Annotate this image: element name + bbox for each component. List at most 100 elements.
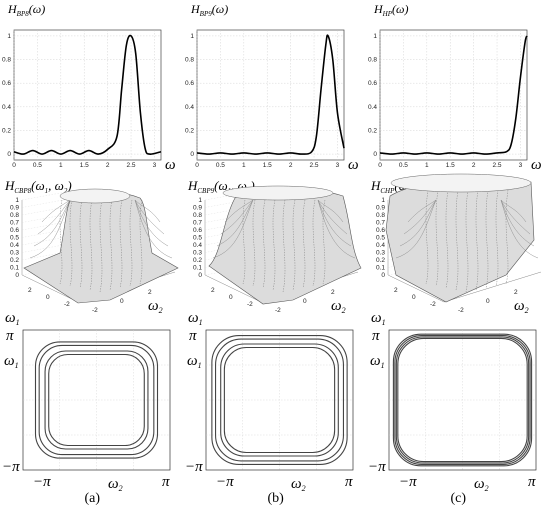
surface-z-tick: 0 bbox=[15, 272, 19, 279]
title-argument: (ω) bbox=[212, 2, 228, 16]
contour-ring bbox=[211, 335, 348, 465]
omega2-subscript: 2 bbox=[342, 306, 346, 315]
panel-label: (c) bbox=[451, 491, 467, 506]
surface-contour-line bbox=[407, 199, 437, 223]
omega2-symbol: ω bbox=[514, 298, 525, 314]
surface-contour-line bbox=[129, 199, 133, 287]
surface-z-tick: 0.3 bbox=[10, 250, 19, 257]
title-argument: (ω) bbox=[29, 2, 45, 16]
contour-ring bbox=[38, 344, 155, 456]
pi-x-label: π bbox=[162, 474, 170, 490]
surface-contour-line bbox=[134, 199, 161, 223]
x-tick-label: 2.5 bbox=[127, 162, 136, 169]
minus-pi-x-label: −π bbox=[216, 474, 234, 490]
y-tick-label: 0.2 bbox=[368, 127, 377, 134]
surface-w2-tick: 2 bbox=[148, 289, 152, 296]
surface-w1-tick: 0 bbox=[229, 294, 233, 301]
surface-contour-line bbox=[317, 199, 344, 223]
contour-ring bbox=[34, 341, 159, 459]
title-main: H bbox=[7, 2, 18, 16]
surface-w2-tick: 0 bbox=[303, 298, 307, 305]
surface-w1-tick: 0 bbox=[412, 294, 416, 301]
surface-omega1-label: ω1 bbox=[188, 310, 203, 327]
surface-w1-tick: -2 bbox=[247, 301, 253, 308]
y-tick-label: 0.6 bbox=[185, 80, 194, 87]
omega2-subscript: 2 bbox=[485, 484, 489, 493]
surface-title: HCBP8(ω1, ω2) bbox=[4, 178, 72, 195]
surface-z-tick: 0.8 bbox=[10, 212, 19, 219]
y-tick-label: 0.4 bbox=[368, 104, 377, 111]
omega1-symbol: ω bbox=[188, 310, 199, 326]
surface-contour-line bbox=[302, 199, 306, 289]
contour-omega1-label: ω1 bbox=[4, 353, 19, 370]
surface-grid-line bbox=[21, 189, 78, 201]
omega-axis-label: ω bbox=[531, 157, 542, 173]
surface-title-arg: (ω bbox=[31, 178, 45, 193]
contour-plot-2: πω1−π−π ω2 π(b) bbox=[185, 328, 354, 506]
surface-z-tick: 0.6 bbox=[193, 227, 202, 234]
surface-z-tick: 0.9 bbox=[10, 205, 19, 212]
minus-pi-y-label: −π bbox=[2, 459, 20, 475]
surface-z-tick: 0.6 bbox=[10, 227, 19, 234]
surface-title-main: H bbox=[370, 178, 381, 193]
surface-w1-tick: -2 bbox=[64, 301, 70, 308]
x-tick-label: 0.5 bbox=[216, 162, 225, 169]
x-tick-label: 3 bbox=[153, 162, 157, 169]
surface-contour-line bbox=[292, 199, 296, 291]
surface-title-arg-end: ) bbox=[66, 178, 71, 193]
surface-grid-line bbox=[21, 249, 78, 261]
surface-z-tick: 0.4 bbox=[10, 242, 19, 249]
omega1-subscript: 1 bbox=[199, 318, 203, 327]
omega2-symbol: ω bbox=[291, 476, 302, 492]
response-plot-2: 0 0.5 1 1.5 2 2.5 3 0 0.2 0.4 0.6 0.8 1 ω HBP9(ω) bbox=[185, 2, 359, 173]
surface-contour-line bbox=[312, 199, 316, 287]
surface-contour-line bbox=[262, 199, 266, 289]
surface-title-arg-sub1: 1 bbox=[45, 187, 49, 195]
surface-contour-line bbox=[79, 199, 83, 289]
omega1-subscript: 1 bbox=[15, 361, 19, 370]
surface-omega2-label: ω2 bbox=[331, 298, 346, 315]
surface-contour-line bbox=[109, 199, 113, 291]
surface-contour-line bbox=[212, 199, 254, 259]
pi-x-label: π bbox=[528, 474, 536, 490]
omega1-subscript: 1 bbox=[382, 318, 386, 327]
surface-contour-line bbox=[317, 199, 348, 235]
pi-y-label: π bbox=[372, 328, 380, 344]
surface-w1-tick: 2 bbox=[394, 287, 398, 294]
surface-title-arg-mid: , ω bbox=[48, 178, 64, 193]
omega1-symbol: ω bbox=[370, 353, 381, 369]
x-tick-label: 1 bbox=[425, 162, 429, 169]
surface-w2-tick: -2 bbox=[458, 307, 464, 314]
surface-z-tick: 0.7 bbox=[10, 220, 19, 227]
x-tick-label: 1 bbox=[242, 162, 246, 169]
x-tick-label: 2.5 bbox=[493, 162, 502, 169]
surface-grid-line bbox=[21, 242, 78, 253]
surface-plot-1: HCBP8(ω1, ω2)00.10.20.30.40.50.60.70.80.… bbox=[4, 178, 179, 327]
plot-frame bbox=[379, 29, 528, 161]
y-tick-label: 0 bbox=[7, 151, 11, 158]
surface-contour-line bbox=[134, 199, 173, 259]
surface-w2-tick: 0 bbox=[486, 298, 490, 305]
surface-contour-line bbox=[455, 189, 459, 291]
surface-body bbox=[385, 177, 535, 303]
contour-omega2-label: ω2 bbox=[108, 476, 123, 493]
surface-grid-line bbox=[21, 197, 78, 208]
x-tick-label: 0 bbox=[378, 162, 382, 169]
title-subscript: BP8 bbox=[17, 10, 30, 18]
contour-ring bbox=[395, 336, 530, 464]
surface-omega1-label: ω1 bbox=[371, 310, 386, 327]
surface-z-tick: 0.1 bbox=[10, 265, 19, 272]
omega1-subscript: 1 bbox=[16, 318, 20, 327]
surface-title-main: H bbox=[4, 178, 15, 193]
surface-grid-line bbox=[21, 204, 78, 216]
omega-axis-label: ω bbox=[165, 157, 176, 173]
surface-contour-line bbox=[220, 199, 254, 235]
surface-contour-line bbox=[119, 199, 123, 289]
omega1-symbol: ω bbox=[5, 310, 16, 326]
surface-contour-line bbox=[395, 199, 437, 259]
y-tick-label: 0.4 bbox=[2, 104, 11, 111]
surface-contour-line bbox=[317, 199, 352, 247]
surface-contour-line bbox=[317, 199, 356, 259]
pi-y-label: π bbox=[6, 328, 14, 344]
surface-w1-tick: -2 bbox=[430, 301, 436, 308]
